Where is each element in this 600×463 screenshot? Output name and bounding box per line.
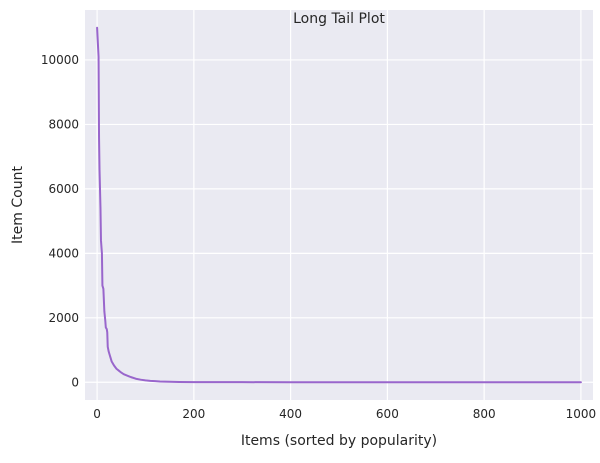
x-axis-ticks: 0 200 400 600 800 1000 bbox=[93, 407, 596, 421]
x-tick-label: 200 bbox=[182, 407, 205, 421]
x-tick-label: 600 bbox=[376, 407, 399, 421]
series-layer bbox=[96, 26, 582, 384]
y-tick-label: 10000 bbox=[41, 53, 79, 67]
x-tick-label: 1000 bbox=[566, 407, 597, 421]
series-line bbox=[96, 26, 582, 384]
y-tick-label: 8000 bbox=[48, 117, 79, 131]
y-axis-ticks: 0 2000 4000 6000 8000 10000 bbox=[41, 53, 79, 389]
y-tick-label: 2000 bbox=[48, 311, 79, 325]
plot-background bbox=[85, 10, 593, 400]
x-tick-label: 800 bbox=[473, 407, 496, 421]
y-tick-label: 6000 bbox=[48, 182, 79, 196]
x-axis-label: Items (sorted by popularity) bbox=[241, 433, 437, 449]
x-tick-label: 400 bbox=[279, 407, 302, 421]
y-axis-label: Item Count bbox=[10, 166, 26, 244]
y-tick-label: 0 bbox=[71, 375, 79, 389]
chart-title: Long Tail Plot bbox=[293, 11, 385, 27]
x-tick-label: 0 bbox=[93, 407, 101, 421]
y-tick-label: 4000 bbox=[48, 246, 79, 260]
